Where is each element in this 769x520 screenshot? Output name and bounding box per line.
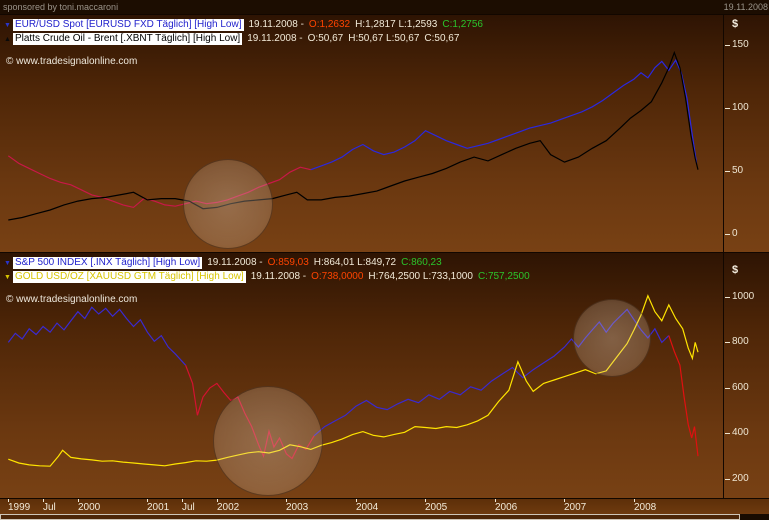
time-tick — [634, 499, 635, 502]
quote-open: O:859,03 — [267, 257, 309, 268]
time-tick-label: 2007 — [564, 502, 587, 513]
quote-open: O:50,67 — [307, 33, 344, 44]
axis-tick-label: 100 — [732, 101, 749, 113]
scrollbar-thumb[interactable] — [0, 514, 740, 520]
series-down-arrow-icon: ▼ — [4, 274, 11, 281]
time-tick-label: 2002 — [217, 502, 240, 513]
time-tick-label: 2000 — [78, 502, 101, 513]
axis-tick-label: 200 — [732, 472, 749, 484]
annotation-circle[interactable] — [573, 299, 651, 377]
series-title-eurusd[interactable]: EUR/USD Spot [EURUSD FXD Täglich] [High … — [12, 19, 244, 31]
price-axis-bottom[interactable]: $1000 800 600 400 200 — [723, 252, 769, 498]
axis-tick-label: 800 — [732, 335, 749, 347]
quote-close: C:757,2500 — [477, 271, 530, 282]
time-tick — [147, 499, 148, 502]
axis-tick-label: 600 — [732, 381, 749, 393]
eurusd-line — [310, 58, 698, 171]
legend-row-sp500[interactable]: ▼ S&P 500 INDEX [.INX Täglich] [High Low]… — [4, 256, 530, 270]
header-bar: sponsored by toni.maccaroni 19.11.2008 — [0, 0, 769, 14]
time-tick-label: 2008 — [634, 502, 657, 513]
axis-tick — [725, 433, 730, 434]
eurusd-brent-plot-area[interactable] — [0, 15, 723, 253]
legend-row-gold[interactable]: ▼ GOLD USD/OZ [XAUUSD GTM Täglich] [High … — [4, 270, 530, 284]
quote-high-low: H:864,01 L:849,72 — [313, 257, 397, 268]
quote-date: 19.11.2008 - — [248, 19, 304, 30]
series-up-arrow-icon: ▲ — [4, 36, 11, 43]
time-tick — [78, 499, 79, 502]
legend-bottom: ▼ S&P 500 INDEX [.INX Täglich] [High Low]… — [4, 256, 530, 284]
axis-tick-label: 0 — [732, 227, 738, 239]
horizontal-scrollbar[interactable] — [0, 514, 769, 520]
time-tick — [356, 499, 357, 502]
watermark-text: © www.tradesignalonline.com — [6, 294, 138, 305]
time-tick — [564, 499, 565, 502]
axis-tick — [725, 297, 730, 298]
quote-high-low: H:1,2817 L:1,2593 — [355, 19, 438, 30]
time-tick — [495, 499, 496, 502]
axis-tick-label: 150 — [732, 38, 749, 50]
sp500-line — [7, 306, 187, 366]
time-tick — [425, 499, 426, 502]
axis-tick — [725, 108, 730, 109]
annotation-circle[interactable] — [183, 159, 273, 249]
legend-row-eurusd[interactable]: ▼ EUR/USD Spot [EURUSD FXD Täglich] [High… — [4, 18, 483, 32]
time-tick-label: Jul — [43, 502, 56, 513]
series-down-arrow-icon: ▼ — [4, 22, 11, 29]
time-tick-label: 2006 — [495, 502, 518, 513]
sp500-line — [668, 335, 699, 457]
quote-date: 19.11.2008 - — [207, 257, 263, 268]
price-axis-top[interactable]: $150 100 50 0 — [723, 14, 769, 252]
time-tick-label: 2001 — [147, 502, 170, 513]
chart-panel-eurusd-brent[interactable]: ▼ EUR/USD Spot [EURUSD FXD Täglich] [High… — [0, 14, 723, 252]
quote-close: C:1,2756 — [442, 19, 483, 30]
axis-tick-label: 50 — [732, 164, 744, 176]
series-title-brent[interactable]: Platts Crude Oil - Brent [.XBNT Täglich]… — [12, 33, 243, 45]
series-down-arrow-icon: ▼ — [4, 260, 11, 267]
axis-tick — [725, 388, 730, 389]
brent-line — [8, 50, 699, 221]
axis-unit-label: $ — [732, 18, 739, 30]
time-tick-label: 2003 — [286, 502, 309, 513]
time-tick — [43, 499, 44, 502]
chart-panel-sp500-gold[interactable]: ▼ S&P 500 INDEX [.INX Täglich] [High Low]… — [0, 252, 723, 498]
quote-date: 19.11.2008 - — [250, 271, 307, 282]
quote-date: 19.11.2008 - — [247, 33, 303, 44]
sponsored-text: sponsored by toni.maccaroni — [3, 2, 119, 12]
axis-tick — [725, 342, 730, 343]
time-tick — [217, 499, 218, 502]
axis-unit-label: $ — [732, 264, 739, 276]
time-tick — [182, 499, 183, 502]
legend-row-brent[interactable]: ▲ Platts Crude Oil - Brent [.XBNT Täglich… — [4, 32, 483, 46]
axis-tick — [725, 171, 730, 172]
time-tick-label: 1999 — [8, 502, 31, 513]
annotation-circle[interactable] — [213, 386, 323, 496]
quote-open: O:738,0000 — [311, 271, 364, 282]
time-tick-label: 2005 — [425, 502, 448, 513]
time-tick-label: Jul — [182, 502, 195, 513]
axis-tick — [725, 234, 730, 235]
time-tick — [8, 499, 9, 502]
axis-tick-label: 400 — [732, 426, 749, 438]
axis-tick — [725, 45, 730, 46]
quote-open: O:1,2632 — [308, 19, 351, 30]
header-date: 19.11.2008 — [723, 2, 768, 12]
time-tick — [286, 499, 287, 502]
time-tick-label: 2004 — [356, 502, 379, 513]
quote-close: C:50,67 — [424, 33, 460, 44]
quote-high-low: H:764,2500 L:733,1000 — [368, 271, 473, 282]
axis-tick-label: 1000 — [732, 290, 755, 302]
series-title-sp500[interactable]: S&P 500 INDEX [.INX Täglich] [High Low] — [12, 257, 203, 269]
series-title-gold[interactable]: GOLD USD/OZ [XAUUSD GTM Täglich] [High L… — [12, 271, 246, 283]
quote-high-low: H:50,67 L:50,67 — [348, 33, 420, 44]
axis-tick — [725, 479, 730, 480]
quote-close: C:860,23 — [401, 257, 442, 268]
watermark-text: © www.tradesignalonline.com — [6, 56, 138, 67]
time-axis[interactable]: 1999 Jul 2000 2001 Jul 2002 2003 2004 2005 2006 20… — [0, 498, 769, 514]
legend-top: ▼ EUR/USD Spot [EURUSD FXD Täglich] [High… — [4, 18, 483, 46]
